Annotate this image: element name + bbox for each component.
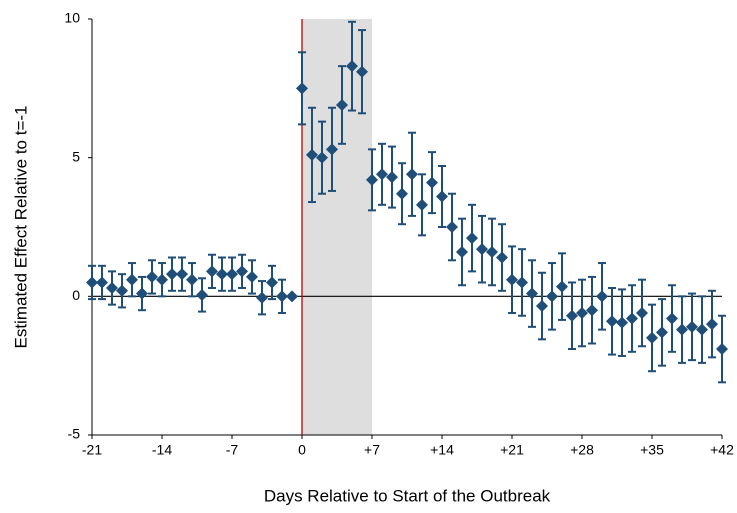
point xyxy=(216,268,228,281)
point xyxy=(556,280,568,293)
x-tick-label: +42 xyxy=(710,442,734,458)
point xyxy=(246,270,258,283)
x-tick-label: +35 xyxy=(640,442,664,458)
x-tick-label: +28 xyxy=(570,442,594,458)
point xyxy=(546,290,558,303)
point xyxy=(636,306,648,319)
point xyxy=(566,309,578,322)
x-tick-label: +7 xyxy=(364,442,380,458)
point xyxy=(176,268,188,281)
point xyxy=(366,173,378,186)
point xyxy=(296,82,308,95)
point xyxy=(386,171,398,184)
point xyxy=(86,276,98,289)
point xyxy=(436,190,448,203)
x-axis-label: Days Relative to Start of the Outbreak xyxy=(264,486,551,505)
point xyxy=(376,168,388,181)
point xyxy=(716,343,728,356)
point xyxy=(586,304,598,317)
point xyxy=(356,65,368,78)
point xyxy=(496,251,508,264)
y-tick-label: 0 xyxy=(72,287,80,303)
x-tick-label: -14 xyxy=(152,442,172,458)
y-tick-label: 5 xyxy=(72,148,80,164)
point xyxy=(596,290,608,303)
x-tick-label: -21 xyxy=(82,442,102,458)
point xyxy=(536,300,548,313)
y-tick-label: -5 xyxy=(68,426,81,442)
point xyxy=(426,176,438,189)
point xyxy=(626,312,638,325)
point xyxy=(676,323,688,336)
point xyxy=(206,265,218,278)
point xyxy=(156,273,168,286)
point xyxy=(506,273,518,286)
point xyxy=(186,273,198,286)
point xyxy=(236,265,248,278)
point xyxy=(616,316,628,329)
point xyxy=(456,245,468,258)
point xyxy=(266,276,278,289)
point xyxy=(656,326,668,339)
point xyxy=(396,187,408,200)
point xyxy=(476,243,488,256)
point xyxy=(346,60,358,73)
point xyxy=(126,273,138,286)
point xyxy=(416,198,428,211)
point xyxy=(336,98,348,111)
point xyxy=(96,276,108,289)
point xyxy=(286,290,298,303)
point xyxy=(706,318,718,331)
point xyxy=(136,287,148,300)
point xyxy=(606,315,618,328)
point xyxy=(486,245,498,258)
point xyxy=(116,284,128,297)
point xyxy=(446,221,458,233)
point xyxy=(576,306,588,319)
point xyxy=(466,232,478,245)
point xyxy=(696,323,708,336)
x-tick-label: +14 xyxy=(430,442,454,458)
y-tick-label: 10 xyxy=(64,10,80,26)
point xyxy=(326,143,338,156)
point xyxy=(686,320,698,333)
point xyxy=(316,151,328,164)
point xyxy=(276,290,288,303)
point xyxy=(406,168,418,181)
y-axis-label: Estimated Effect Relative to t=-1 xyxy=(11,106,30,349)
point xyxy=(226,268,238,281)
point xyxy=(526,287,538,300)
point xyxy=(306,148,318,161)
x-tick-label: -7 xyxy=(226,442,239,458)
point xyxy=(106,282,118,295)
point xyxy=(666,312,678,325)
point xyxy=(646,331,658,344)
point xyxy=(516,276,528,289)
point xyxy=(146,270,158,283)
point xyxy=(256,291,268,304)
point xyxy=(196,288,208,301)
x-tick-label: 0 xyxy=(298,442,306,458)
x-tick-label: +21 xyxy=(500,442,524,458)
shaded-region xyxy=(302,19,372,435)
point xyxy=(166,268,178,281)
